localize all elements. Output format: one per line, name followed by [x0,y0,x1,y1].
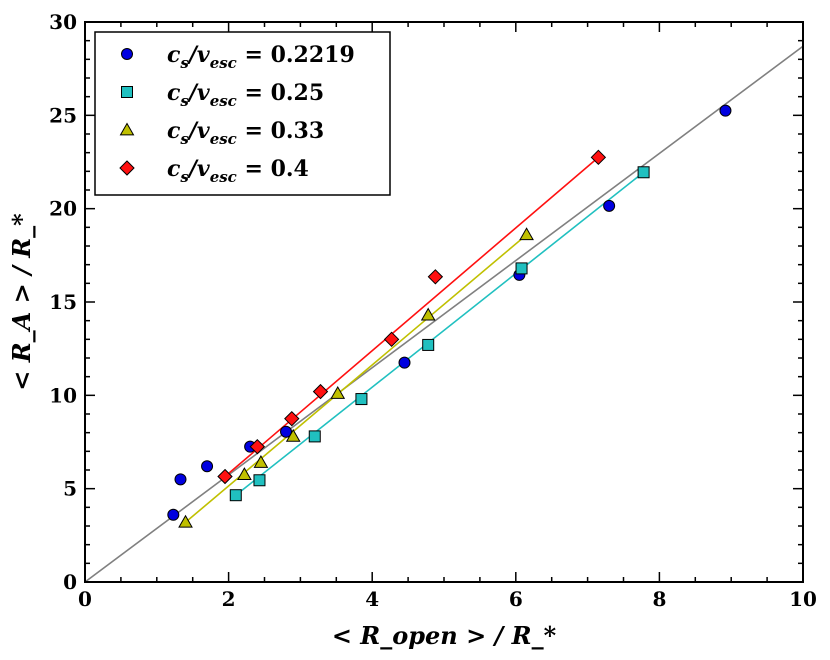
data-point [603,199,616,212]
legend-label-part: = 0.2219 [237,42,355,68]
legend-label-part: /v [187,80,210,106]
legend-label-part: esc [210,54,237,72]
data-point [383,331,400,348]
data-point [237,467,252,481]
legend-label: cs/vesc = 0.25 [167,80,324,110]
data-point [167,508,180,521]
data-point [590,149,607,166]
legend-marker [121,86,133,98]
y-tick-label: 30 [49,10,77,34]
y-axis-title: < R_A > / R_* [7,213,36,391]
legend-box [94,31,391,196]
data-point [174,473,187,486]
y-tick-label: 15 [49,290,77,314]
legend-label-part: /v [187,118,210,144]
legend-label: cs/vesc = 0.2219 [167,42,355,72]
y-tick-label: 10 [49,383,77,407]
data-point [249,438,266,455]
legend-label-part: esc [210,92,237,110]
legend-label-part: c [167,118,181,144]
x-tick-label: 0 [78,587,92,611]
y-tick-label: 20 [49,197,77,221]
data-point [280,425,293,438]
legend-label-part: s [180,54,189,72]
legend-label-part: esc [210,130,237,148]
axes-layer: 0 2 4 6 8 10 0 5 10 15 20 25 30 [49,10,817,611]
y-tick-label: 0 [63,570,77,594]
legend-label: cs/vesc = 0.33 [167,118,324,148]
legend-item: cs/vesc = 0.2219 [121,42,355,72]
legend-label-part: /v [187,42,210,68]
legend-item: cs/vesc = 0.4 [119,156,309,186]
series-3 [178,227,534,528]
data-point [420,307,436,321]
data-point [515,262,528,275]
legend-label-part: s [180,92,189,110]
reference-line [85,45,803,582]
legend-label-part: c [167,80,181,106]
data-point [229,489,242,502]
data-point [519,227,534,241]
legend-label-part: = 0.4 [237,156,309,182]
data-layer [85,45,803,582]
data-point [719,104,732,117]
fit-line-series-4 [224,156,599,478]
data-point [355,393,368,406]
x-axis-title: < R_open > / R_* [332,621,557,650]
fit-line-series-3 [185,234,528,523]
legend-marker [119,160,135,176]
data-point [178,514,193,528]
data-point [285,428,301,442]
data-point [330,385,346,399]
legend-label-part: s [180,168,189,186]
legend-marker [119,122,135,136]
legend-item: cs/vesc = 0.33 [119,118,324,148]
data-point [427,269,444,285]
legend-label-part: c [167,42,181,68]
data-point [217,468,233,485]
series-2 [229,166,650,502]
data-point [253,455,269,468]
x-tick-label: 8 [652,587,666,611]
x-tick-label: 6 [509,587,523,611]
legend-marker [121,48,133,60]
y-tick-label: 25 [49,103,77,127]
legend-label-part: esc [210,168,237,186]
data-point [253,474,266,487]
data-point [398,356,411,369]
data-point [201,460,214,473]
legend-label: cs/vesc = 0.4 [167,156,309,186]
data-point [284,410,300,427]
legend-label-part: = 0.33 [237,118,324,144]
x-tick-label: 10 [789,587,817,611]
legend-label-part: c [167,156,181,182]
legend-item: cs/vesc = 0.25 [121,80,324,110]
data-point [312,383,329,400]
data-point [308,430,321,443]
legend-label-part: /v [187,156,210,182]
fit-line-series-2 [235,171,645,496]
y-tick-label: 5 [63,477,77,501]
legend-label-part: = 0.25 [237,80,324,106]
data-point [637,166,650,179]
x-tick-label: 2 [222,587,236,611]
legend-label-part: s [180,130,189,148]
data-point [422,338,435,351]
series-4 [217,149,607,485]
x-tick-label: 4 [365,587,379,611]
